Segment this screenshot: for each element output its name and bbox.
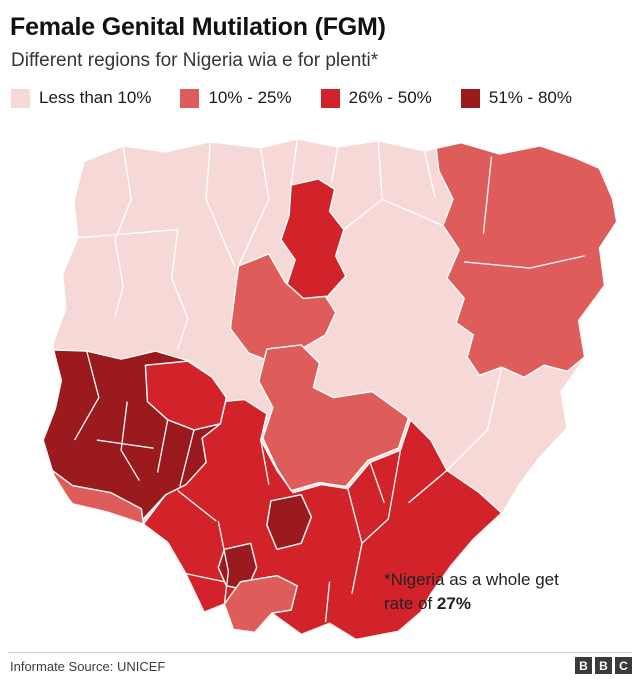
map-region-centralsouth-mid [258,344,410,492]
legend-swatch-mid [180,88,200,108]
legend-item-high: 26% - 50% [320,88,432,108]
map-region-south-dark-1 [266,494,313,551]
legend-label-low: Less than 10% [39,88,152,107]
bbc-logo-block-c: C [615,657,632,674]
annotation-value: 27% [436,594,471,614]
legend-label-highest: 51% - 80% [488,88,572,107]
legend-swatch-high [320,88,340,108]
map-region-kwara-red [144,360,228,431]
legend-item-mid: 10% - 25% [180,88,292,108]
page-title: Female Genital Mutilation (FGM) [10,13,386,41]
legend-swatch-highest [460,88,480,108]
map-svg [43,139,616,640]
bbc-logo-block-b1: B [575,657,592,674]
map-annotation: *Nigeria as a whole get rate of 27% [384,568,612,616]
map-regions [43,139,616,640]
page-subtitle: Different regions for Nigeria wia e for … [11,50,379,71]
map-region-central-mid [229,253,337,364]
bbc-logo: B B C [575,657,632,674]
legend-swatch-low [11,88,30,108]
legend-label-high: 26% - 50% [348,88,432,107]
legend-item-highest: 51% - 80% [460,88,572,108]
bbc-logo-block-b2: B [595,657,612,674]
footer-divider [8,652,632,653]
annotation-line1: *Nigeria as a whole get [384,570,559,589]
map-region-northcentral-red [280,178,347,302]
nigeria-choropleth-map [26,136,618,648]
source-attribution: Informate Source: UNICEF [10,659,166,674]
legend: Less than 10% 10% - 25% 26% - 50% 51% - … [11,88,572,108]
legend-item-low: Less than 10% [11,88,151,108]
map-region-coastal-mid [223,574,298,634]
legend-label-mid: 10% - 25% [208,88,292,107]
map-region-northeast-mid [434,139,616,379]
state-border-lines [74,139,585,623]
annotation-line2-prefix: rate of [384,594,437,614]
